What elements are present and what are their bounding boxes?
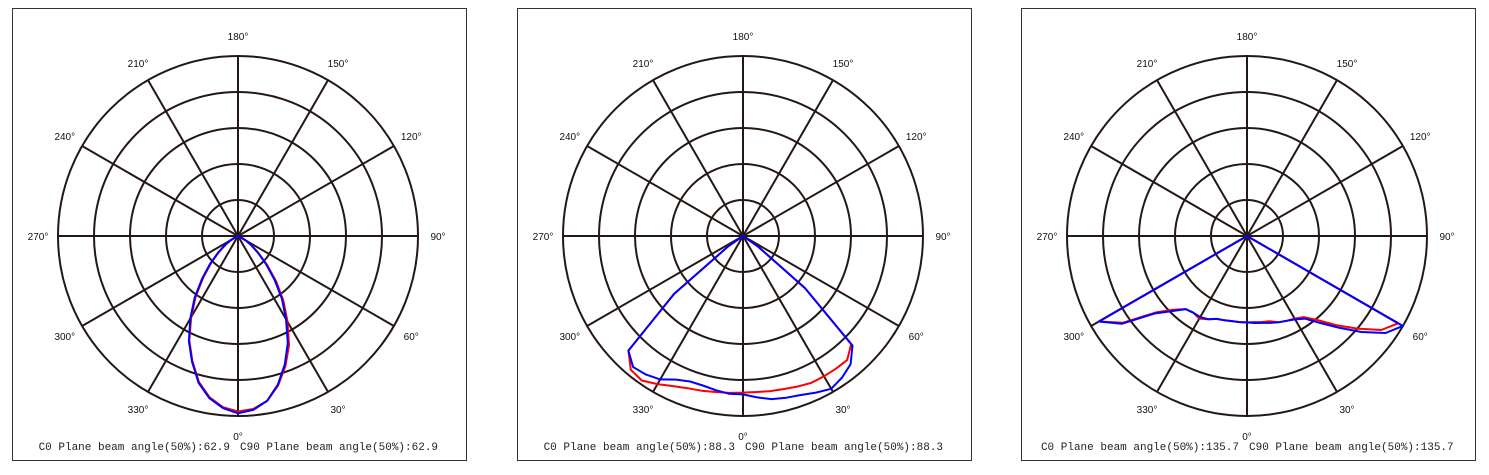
angle-tick-label: 180° (228, 32, 249, 43)
angle-tick-label: 60° (404, 332, 419, 343)
grid-spoke (1090, 145, 1248, 237)
angle-tick-label: 240° (559, 132, 580, 143)
angle-tick-label: 60° (1413, 332, 1428, 343)
angle-tick-label: 0° (1242, 432, 1252, 443)
grid-spoke (147, 235, 239, 393)
angle-tick-label: 300° (559, 332, 580, 343)
angle-tick-label: 330° (633, 405, 654, 416)
grid-spoke (237, 145, 395, 237)
angle-tick-label: 210° (1137, 59, 1158, 70)
grid-spoke (1246, 79, 1338, 237)
angle-tick-label: 0° (738, 432, 748, 443)
c90-beam-angle-caption: C90 Plane beam angle(50%):135.7 (1249, 442, 1454, 454)
grid-spoke (1246, 145, 1404, 237)
grid-spoke (742, 235, 900, 327)
grid-spoke (742, 235, 834, 393)
grid-spoke (237, 235, 395, 327)
angle-tick-label: 120° (906, 132, 927, 143)
grid-spoke (147, 79, 239, 237)
series-c90-curve (187, 235, 289, 415)
angle-tick-label: 210° (633, 59, 654, 70)
grid-spoke (652, 235, 744, 393)
angle-tick-label: 90° (430, 232, 445, 243)
grid-spoke (1246, 235, 1338, 393)
c0-beam-angle-caption: C0 Plane beam angle(50%):62.9 (39, 442, 230, 454)
angle-tick-label: 180° (1237, 32, 1258, 43)
angle-tick-label: 240° (1063, 132, 1084, 143)
angle-tick-label: 120° (1410, 132, 1431, 143)
angle-tick-label: 90° (935, 232, 950, 243)
angle-tick-label: 270° (28, 232, 49, 243)
angle-tick-label: 150° (328, 59, 349, 70)
angle-tick-label: 330° (1137, 405, 1158, 416)
grid-spoke (652, 79, 744, 237)
angle-tick-label: 30° (1339, 405, 1354, 416)
angle-tick-label: 330° (128, 405, 149, 416)
series-c90-curve (1097, 235, 1404, 334)
grid-spoke (81, 235, 239, 327)
polar-chart-1: 0° 30° 60° 90° 120° 150° 180° 210° 240° 270° 300° 3… (12, 8, 467, 461)
polar-chart-2: 0° 30° 60° 90° 120° 150° 180° 210° 240° 270° 300° 3… (517, 8, 972, 461)
grid-spoke (237, 235, 329, 393)
grid-spoke (1156, 79, 1248, 237)
grid-spoke (586, 235, 744, 327)
angle-tick-label: 270° (1037, 232, 1058, 243)
grid-spoke (1156, 235, 1248, 393)
angle-tick-label: 90° (1439, 232, 1454, 243)
angle-tick-label: 180° (733, 32, 754, 43)
c0-beam-angle-caption: C0 Plane beam angle(50%):135.7 (1041, 442, 1239, 454)
grid-spoke (237, 79, 329, 237)
angle-tick-label: 30° (835, 405, 850, 416)
angle-tick-label: 150° (1337, 59, 1358, 70)
series-c0-curve (627, 235, 853, 394)
c90-beam-angle-caption: C90 Plane beam angle(50%):88.3 (745, 442, 943, 454)
grid-spoke (742, 79, 834, 237)
grid-spoke (81, 145, 239, 237)
series-c90-curve (627, 235, 854, 401)
angle-tick-label: 300° (54, 332, 75, 343)
angle-tick-label: 60° (909, 332, 924, 343)
angle-tick-label: 210° (128, 59, 149, 70)
angle-tick-label: 150° (833, 59, 854, 70)
angle-tick-label: 120° (401, 132, 422, 143)
angle-tick-label: 0° (233, 432, 243, 443)
angle-tick-label: 300° (1063, 332, 1084, 343)
angle-tick-label: 30° (330, 405, 345, 416)
c0-beam-angle-caption: C0 Plane beam angle(50%):88.3 (544, 442, 735, 454)
c90-beam-angle-caption: C90 Plane beam angle(50%):62.9 (240, 442, 438, 454)
grid-spoke (586, 145, 744, 237)
angle-tick-label: 240° (54, 132, 75, 143)
angle-tick-label: 270° (533, 232, 554, 243)
grid-spoke (742, 145, 900, 237)
polar-chart-3: 0° 30° 60° 90° 120° 150° 180° 210° 240° 270° 300° 3… (1021, 8, 1476, 461)
